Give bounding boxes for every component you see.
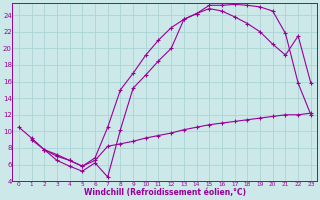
- X-axis label: Windchill (Refroidissement éolien,°C): Windchill (Refroidissement éolien,°C): [84, 188, 246, 197]
